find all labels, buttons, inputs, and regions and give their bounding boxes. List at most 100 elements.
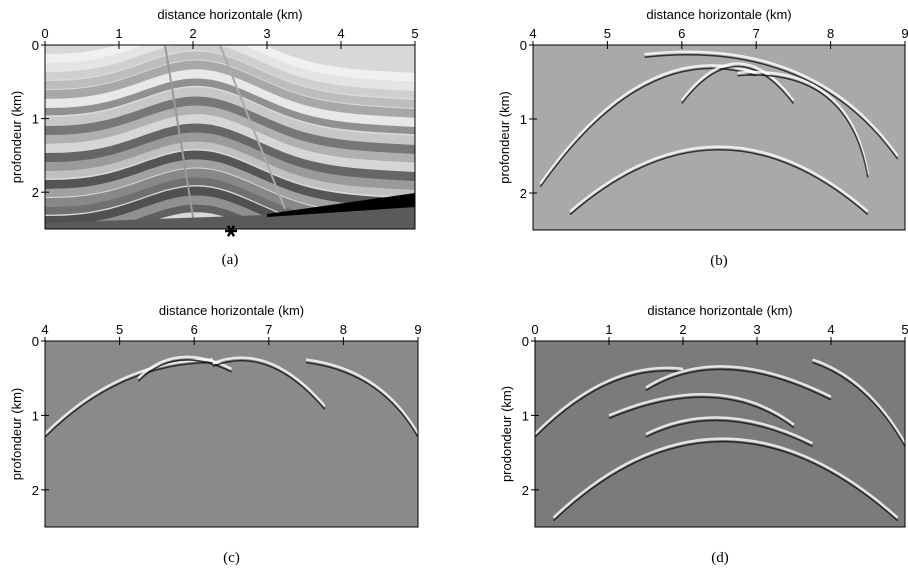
x-tick-label: 5 — [411, 26, 418, 41]
x-tick-label: 1 — [115, 26, 122, 41]
y-axis-label: prodondeur (km) — [499, 386, 514, 482]
layer — [45, 132, 415, 191]
seismic-image — [45, 341, 418, 527]
x-tick-label: 9 — [901, 26, 908, 41]
reflector — [608, 393, 795, 426]
layer — [45, 51, 415, 108]
y-axis-label: profondeur (km) — [497, 91, 512, 183]
reflector — [552, 437, 899, 519]
reflector — [680, 62, 795, 102]
reflector — [535, 366, 684, 435]
x-axis-label: distance horizontale (km) — [646, 7, 791, 22]
y-tick-label: 2 — [32, 483, 39, 498]
reflector — [569, 145, 869, 213]
y-axis-label: profondeur (km) — [9, 388, 24, 480]
x-tick-label: 8 — [340, 322, 347, 337]
x-tick-label: 3 — [753, 322, 760, 337]
reflector — [552, 441, 899, 522]
layer — [45, 177, 415, 229]
y-tick-label: 1 — [32, 408, 39, 423]
caption: (a) — [222, 252, 239, 268]
x-tick-label: 2 — [679, 322, 686, 337]
y-tick-label: 2 — [32, 185, 39, 200]
y-tick-label: 2 — [520, 186, 527, 201]
reflector — [539, 64, 757, 185]
reflector — [737, 74, 869, 178]
layer — [45, 159, 415, 216]
x-tick-label: 5 — [116, 322, 123, 337]
x-axis-label: distance horizontale (km) — [159, 303, 304, 318]
caption: (b) — [710, 253, 728, 269]
layer — [45, 78, 415, 135]
reflector — [212, 356, 326, 407]
reflector — [644, 50, 899, 157]
y-tick-label: 1 — [520, 112, 527, 127]
reflector — [45, 361, 213, 438]
reflector — [812, 361, 905, 447]
x-tick-label: 0 — [41, 26, 48, 41]
reflector — [737, 70, 870, 175]
salt-wedge — [267, 193, 415, 217]
caption: (c) — [223, 550, 240, 566]
reflector — [305, 358, 418, 435]
reflector — [645, 419, 813, 447]
layer — [45, 141, 415, 198]
y-tick-label: 0 — [520, 38, 527, 53]
layer — [45, 123, 415, 183]
image-background — [535, 341, 905, 527]
x-tick-label: 7 — [265, 322, 272, 337]
x-tick-label: 6 — [678, 26, 685, 41]
y-tick-label: 0 — [522, 334, 529, 349]
x-tick-label: 5 — [901, 322, 908, 337]
layer — [45, 45, 415, 99]
plot-frame — [44, 340, 419, 528]
seismic-image — [45, 45, 415, 229]
reflector — [137, 359, 232, 382]
layer — [45, 60, 415, 118]
x-tick-label: 2 — [189, 26, 196, 41]
reflector — [645, 416, 814, 445]
reflector — [681, 65, 794, 104]
layer — [45, 114, 415, 172]
layer — [45, 96, 415, 155]
reflector — [306, 361, 418, 438]
x-tick-label: 4 — [41, 322, 48, 337]
reflector — [212, 359, 326, 410]
x-tick-label: 0 — [531, 322, 538, 337]
reflector — [644, 54, 899, 160]
x-tick-label: 7 — [753, 26, 760, 41]
y-axis-label: profondeur (km) — [9, 91, 24, 183]
x-tick-label: 4 — [337, 26, 344, 41]
reflector — [812, 358, 905, 444]
reflector — [535, 370, 684, 438]
y-tick-label: 1 — [522, 408, 529, 423]
x-tick-label: 4 — [529, 26, 536, 41]
x-axis-label: distance horizontale (km) — [157, 7, 302, 22]
x-tick-label: 3 — [263, 26, 270, 41]
x-tick-label: 9 — [414, 322, 421, 337]
layer — [45, 45, 415, 92]
plot-frame — [532, 44, 906, 231]
layer — [45, 87, 415, 147]
x-axis-label: distance horizontale (km) — [647, 303, 792, 318]
image-background — [533, 45, 905, 230]
x-tick-label: 6 — [191, 322, 198, 337]
fault — [164, 45, 196, 229]
layer — [45, 105, 415, 163]
image-background — [45, 341, 418, 527]
x-tick-label: 5 — [604, 26, 611, 41]
layer — [45, 69, 415, 127]
layer — [45, 195, 298, 229]
fault — [219, 45, 286, 210]
layer — [45, 45, 415, 82]
layer — [45, 150, 415, 208]
y-tick-label: 2 — [522, 483, 529, 498]
reflector — [645, 368, 832, 401]
reflector — [608, 396, 795, 429]
y-tick-label: 1 — [32, 112, 39, 127]
seismic-image — [533, 45, 905, 230]
reflector — [539, 67, 757, 188]
y-tick-label: 0 — [32, 38, 39, 53]
x-tick-label: 1 — [605, 322, 612, 337]
